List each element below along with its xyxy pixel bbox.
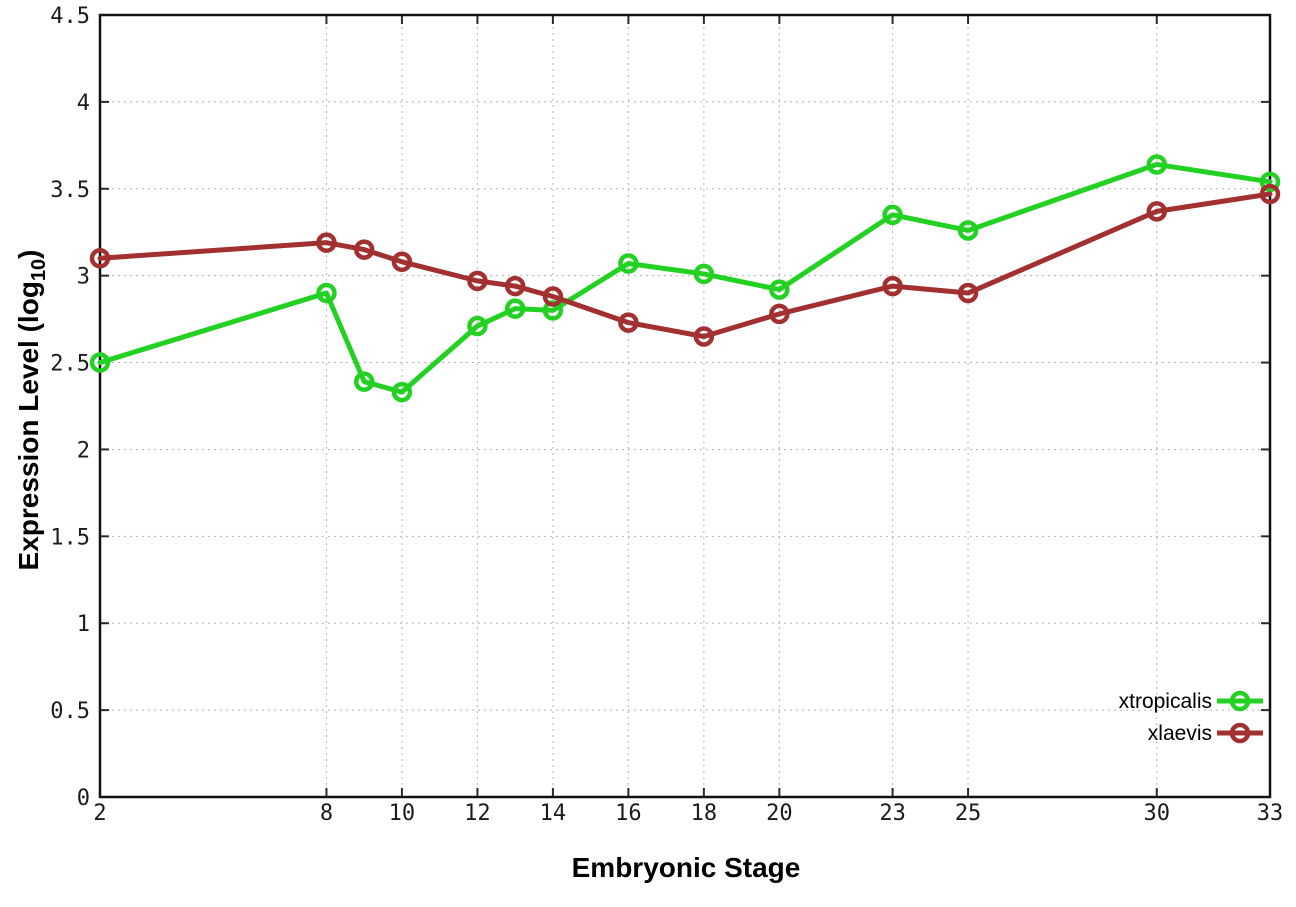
x-tick-label: 14	[540, 801, 567, 826]
y-axis-title-subscript: 10	[28, 259, 50, 281]
y-tick-label: 4	[77, 91, 90, 116]
data-point-xlaevis	[1146, 201, 1168, 222]
y-tick-label: 4.5	[50, 4, 90, 29]
data-point-xtropicalis	[353, 371, 375, 392]
data-point-xtropicalis	[504, 298, 526, 319]
data-point-xlaevis	[467, 270, 488, 292]
y-tick-label: 1	[77, 612, 90, 637]
data-point-xlaevis	[353, 239, 375, 260]
y-tick-label: 3	[77, 265, 90, 290]
y-tick-label: 0	[77, 786, 90, 811]
x-tick-label: 16	[615, 801, 642, 826]
x-tick-label: 8	[320, 801, 333, 826]
data-point-xlaevis	[693, 326, 715, 347]
gridlines	[100, 15, 1270, 797]
x-tick-label: 33	[1257, 801, 1284, 826]
data-point-xtropicalis	[882, 204, 903, 226]
x-tick-label: 2	[93, 801, 106, 826]
x-tick-label: 23	[879, 801, 906, 826]
x-axis-title: Embryonic Stage	[572, 852, 801, 883]
data-point-xlaevis	[504, 275, 526, 297]
y-tick-label: 2.5	[50, 352, 90, 377]
data-point-xlaevis	[391, 251, 413, 273]
legend-label-xlaevis: xlaevis	[1148, 722, 1212, 745]
legend-label-xtropicalis: xtropicalis	[1119, 690, 1212, 713]
data-point-xtropicalis	[769, 279, 790, 300]
axis-tick-marks	[99, 14, 1271, 798]
x-tick-label: 20	[766, 801, 793, 826]
data-point-xtropicalis	[693, 263, 715, 285]
y-tick-label: 0.5	[50, 699, 90, 724]
x-tick-label: 30	[1144, 801, 1171, 826]
data-point-xtropicalis	[316, 282, 337, 304]
x-tick-label: 10	[389, 801, 416, 826]
data-point-xlaevis	[882, 275, 903, 297]
data-point-xtropicalis	[89, 352, 111, 373]
y-tick-label: 2	[77, 438, 90, 463]
data-point-xtropicalis	[618, 253, 639, 274]
data-point-xlaevis	[957, 282, 979, 304]
data-point-xlaevis	[769, 303, 790, 325]
data-point-xlaevis	[89, 248, 111, 269]
y-axis-title-suffix: )	[13, 250, 44, 259]
x-tick-label: 18	[691, 801, 718, 826]
data-point-xtropicalis	[391, 381, 413, 403]
data-point-xtropicalis	[957, 220, 979, 241]
data-point-xtropicalis	[1146, 154, 1168, 175]
x-tick-label: 12	[464, 801, 491, 826]
data-series	[89, 154, 1281, 403]
data-point-xlaevis	[618, 312, 639, 333]
axis-tick-labels: 2 8 10 12 14 16 18 20 23 25 30 33 0 0.5 1 1.5 2 2.5 3 3.5 4 4…	[50, 4, 1283, 826]
data-point-xtropicalis	[1259, 171, 1281, 193]
data-point-xlaevis	[316, 232, 337, 253]
y-tick-label: 1.5	[50, 525, 90, 550]
data-point-xlaevis	[542, 286, 564, 307]
y-axis-title: Expression Level (log10)	[13, 250, 50, 571]
y-axis-title-main: Expression Level (log	[13, 281, 44, 570]
y-tick-label: 3.5	[50, 178, 90, 203]
series-line-xtropicalis	[97, 161, 1273, 395]
legend-marker-xlaevis	[1229, 722, 1251, 744]
legend: xtropicalis xlaevis	[1119, 690, 1263, 745]
data-point-xlaevis	[1259, 183, 1281, 205]
x-tick-label: 25	[955, 801, 982, 826]
data-point-xtropicalis	[467, 315, 488, 337]
series-line-xlaevis	[97, 191, 1273, 339]
plot-border	[98, 13, 1272, 799]
legend-marker-xtropicalis	[1229, 690, 1251, 712]
